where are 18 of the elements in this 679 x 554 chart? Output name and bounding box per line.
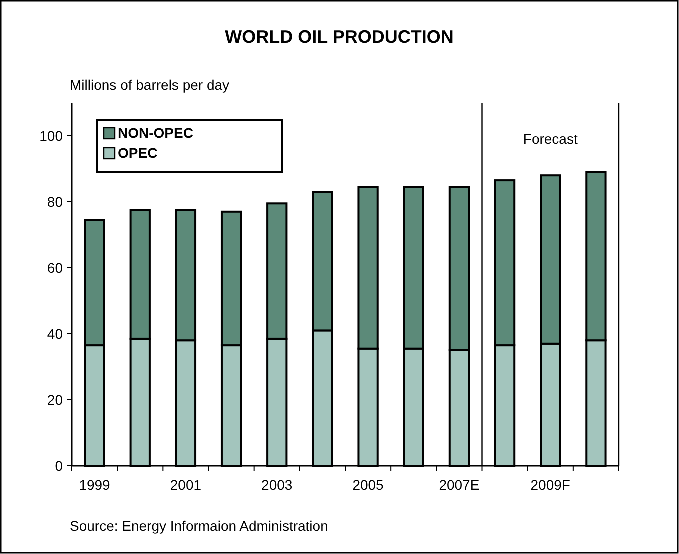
x-tick-label: 2001 [170, 477, 202, 493]
y-tick-label: 20 [47, 392, 64, 408]
y-tick-label: 40 [47, 326, 64, 342]
chart-title: WORLD OIL PRODUCTION [225, 27, 454, 47]
annotation: Forecast [523, 131, 578, 147]
x-tick-label: 2003 [262, 477, 293, 493]
y-tick-label: 0 [55, 458, 64, 474]
source-note: Source: Energy Informaion Administration [70, 518, 328, 534]
x-tick-label: 1999 [79, 477, 111, 493]
x-tick-label: 2009F [530, 477, 570, 493]
legend-label: OPEC [118, 145, 158, 161]
x-tick-label: 2007E [439, 477, 480, 493]
y-axis-title: Millions of barrels per day [70, 77, 230, 93]
y-tick-label: 80 [47, 194, 64, 210]
y-tick-label: 60 [47, 260, 64, 276]
y-tick-label: 100 [40, 128, 64, 144]
x-tick-label: 2005 [352, 477, 384, 493]
legend-label: NON-OPEC [118, 125, 194, 141]
